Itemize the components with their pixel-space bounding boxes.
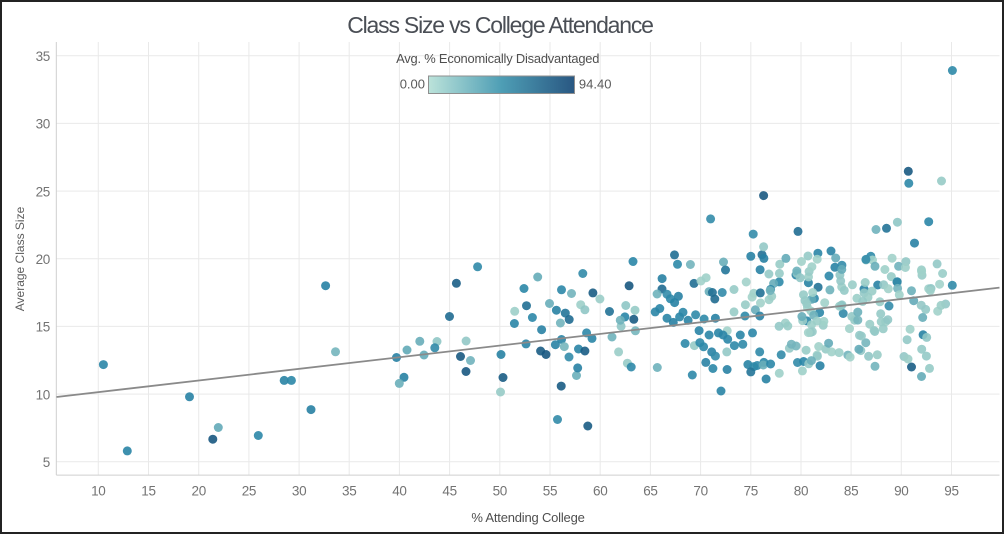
svg-text:60: 60: [593, 483, 607, 498]
svg-text:70: 70: [693, 483, 707, 498]
svg-text:30: 30: [36, 117, 50, 132]
svg-text:25: 25: [36, 184, 50, 199]
svg-text:35: 35: [36, 49, 50, 64]
svg-text:15: 15: [36, 320, 50, 335]
svg-text:55: 55: [543, 483, 557, 498]
svg-text:25: 25: [242, 483, 256, 498]
svg-text:Average Class Size: Average Class Size: [13, 206, 27, 311]
svg-text:65: 65: [643, 483, 657, 498]
svg-text:20: 20: [191, 483, 205, 498]
svg-text:50: 50: [493, 483, 507, 498]
svg-text:10: 10: [36, 387, 50, 402]
svg-text:5: 5: [43, 455, 50, 470]
svg-text:0.00: 0.00: [400, 77, 425, 92]
svg-text:35: 35: [342, 483, 356, 498]
svg-text:94.40: 94.40: [579, 77, 612, 92]
svg-text:90: 90: [894, 483, 908, 498]
svg-text:95: 95: [944, 483, 958, 498]
svg-text:80: 80: [794, 483, 808, 498]
svg-text:75: 75: [744, 483, 758, 498]
svg-text:40: 40: [392, 483, 406, 498]
svg-text:15: 15: [141, 483, 155, 498]
svg-text:% Attending College: % Attending College: [471, 510, 584, 525]
svg-text:Avg. % Economically Disadvanta: Avg. % Economically Disadvantaged: [396, 51, 599, 66]
svg-text:10: 10: [91, 483, 105, 498]
svg-text:20: 20: [36, 252, 50, 267]
svg-text:Class Size vs College Attendan: Class Size vs College Attendance: [347, 12, 653, 38]
svg-text:30: 30: [292, 483, 306, 498]
svg-text:45: 45: [442, 483, 456, 498]
svg-text:85: 85: [844, 483, 858, 498]
